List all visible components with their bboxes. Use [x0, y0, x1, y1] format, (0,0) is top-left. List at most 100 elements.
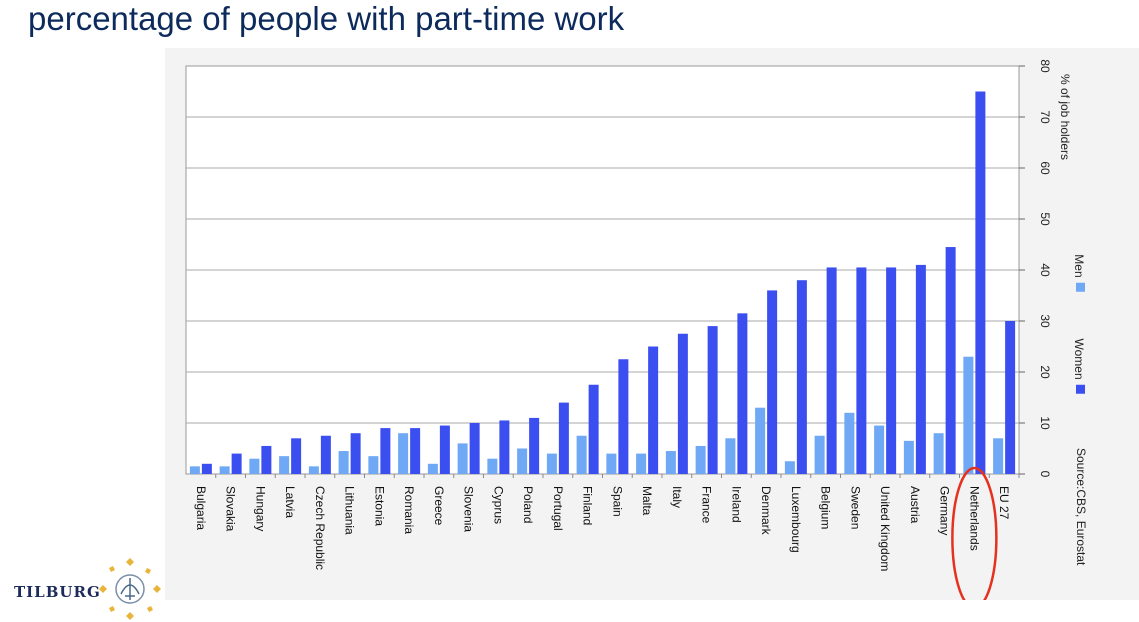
y-tick-label: 50 [1038, 212, 1052, 226]
x-tick-label: Spain [610, 486, 624, 517]
source-note: Source:CBS, Eurostat [1074, 448, 1088, 566]
x-tick-label: Ireland [729, 486, 743, 523]
x-tick-label: Germany [938, 486, 952, 535]
y-tick-label: 40 [1038, 263, 1052, 277]
bar-women [767, 290, 778, 474]
slide-title: percentage of people with part-time work [28, 0, 625, 37]
x-tick-label: Estonia [372, 486, 386, 526]
x-tick-label: Denmark [759, 486, 773, 536]
x-tick-label: Sweden [848, 486, 862, 529]
x-tick-label: Slovakia [224, 486, 238, 532]
x-tick-label: Austria [908, 486, 922, 524]
bar-men [993, 438, 1004, 474]
bar-men [933, 433, 944, 474]
bar-men [398, 433, 409, 474]
bar-women [410, 428, 421, 474]
bar-men [665, 451, 676, 474]
bar-women [380, 428, 391, 474]
bar-men [903, 440, 914, 474]
bar-women [201, 463, 212, 474]
x-tick-label: Finland [581, 486, 595, 525]
x-tick-label: Poland [521, 486, 535, 523]
x-tick-label: Italy [670, 486, 684, 508]
x-tick-label: Czech Republic [313, 486, 327, 570]
x-tick-label: Slovenia [462, 486, 476, 532]
bar-men [784, 461, 795, 474]
bar-men [457, 443, 468, 474]
x-tick-label: Latvia [283, 486, 297, 518]
bar-men [249, 458, 260, 474]
bar-men [338, 451, 349, 474]
bar-women [975, 91, 986, 474]
x-tick-label: Lithuania [343, 486, 357, 535]
bar-men [695, 445, 706, 474]
bar-men [844, 412, 855, 474]
bar-men [279, 456, 290, 474]
y-tick-label: 60 [1038, 161, 1052, 175]
bar-women [558, 402, 569, 474]
y-tick-label: 70 [1038, 110, 1052, 124]
y-tick-label: 20 [1038, 365, 1052, 379]
y-tick-label: 80 [1038, 59, 1052, 73]
bar-men [427, 463, 438, 474]
x-tick-label: Malta [640, 486, 654, 516]
legend-label-men: Men [1072, 254, 1086, 277]
bar-women [945, 247, 956, 474]
x-tick-label: France [700, 486, 714, 524]
bar-men [606, 453, 617, 474]
x-tick-label: Netherlands [967, 486, 981, 551]
bar-women [677, 333, 688, 474]
bar-women [320, 435, 331, 474]
logo-text: TILBURG [14, 583, 101, 601]
y-tick-label: 0 [1038, 471, 1052, 478]
bar-men [308, 466, 319, 474]
bar-women [886, 267, 897, 474]
y-tick-label: 10 [1038, 416, 1052, 430]
bar-women [796, 280, 807, 474]
highlight-circle [951, 466, 998, 600]
tilburg-logo: TILBURG [10, 556, 170, 622]
bar-chart: 0 10 20 30 40 50 60 70 80 % of job holders Bulgari… [185, 59, 1088, 600]
bar-men [755, 407, 766, 474]
bar-men [874, 425, 885, 474]
bar-women [648, 346, 659, 474]
x-tick-label: Bulgaria [194, 486, 208, 530]
bar-men [576, 435, 587, 474]
x-tick-label: Portugal [551, 486, 565, 531]
y-axis-label: % of job holders [1058, 74, 1072, 160]
bar-women [231, 453, 242, 474]
bar-women [737, 313, 748, 474]
x-tick-label: Greece [432, 486, 446, 526]
bar-men [814, 435, 825, 474]
bar-men [963, 356, 974, 474]
bar-men [487, 458, 498, 474]
bar-women [499, 420, 510, 474]
y-tick-label: 30 [1038, 314, 1052, 328]
legend-swatch-women [1076, 384, 1085, 394]
x-tick-label: EU 27 [997, 486, 1011, 520]
bar-women [915, 264, 926, 474]
x-tick-label: United Kingdom [878, 486, 892, 571]
bar-women [469, 423, 480, 474]
chart-panel: 0 10 20 30 40 50 60 70 80 % of job holders Bulgari… [165, 48, 1139, 600]
bar-women [529, 417, 540, 474]
bar-men [636, 453, 647, 474]
bar-women [261, 445, 272, 474]
bar-men [546, 453, 557, 474]
bar-women [707, 326, 718, 474]
x-tick-label: Cyprus [491, 486, 505, 524]
bar-men [189, 466, 200, 474]
bar-women [856, 267, 867, 474]
bar-women [291, 438, 302, 474]
university-seal-icon [99, 558, 161, 620]
x-tick-label: Hungary [253, 486, 267, 531]
bar-men [368, 456, 379, 474]
bar-women [350, 433, 361, 474]
bar-men [725, 438, 736, 474]
legend-swatch-men [1076, 282, 1085, 292]
bar-women [439, 425, 450, 474]
x-tick-label: Luxembourg [789, 486, 803, 553]
x-tick-label: Romania [402, 486, 416, 534]
bar-men [219, 466, 230, 474]
bar-women [618, 359, 629, 474]
